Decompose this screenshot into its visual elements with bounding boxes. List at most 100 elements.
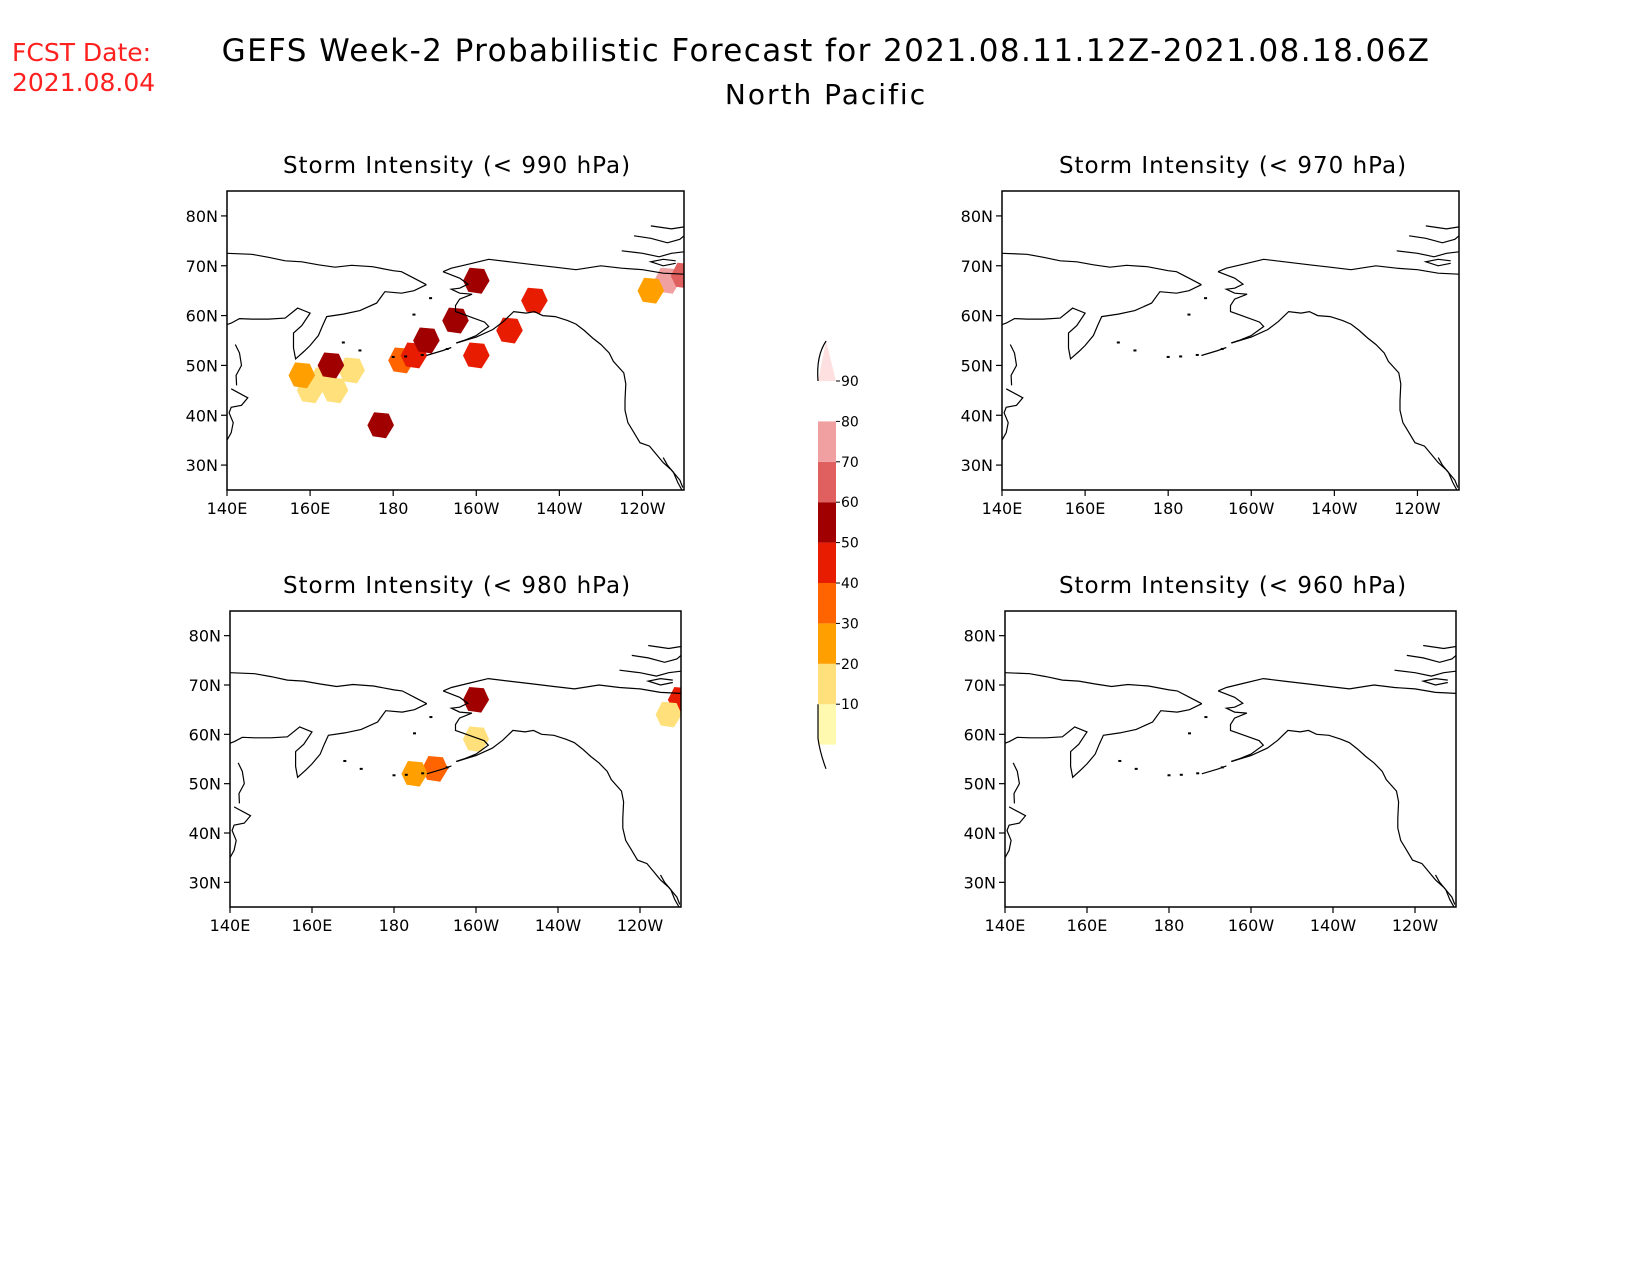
fcst-date-label: FCST Date:: [12, 38, 151, 67]
coastline: [230, 806, 252, 858]
colorbar-label: 40: [841, 576, 859, 592]
lon-label: 160W: [453, 499, 500, 518]
island: [1133, 349, 1137, 352]
coastline: [230, 703, 428, 779]
panel-960-title: Storm Intensity (< 960 hPa): [1059, 573, 1407, 599]
probability-patch: [462, 687, 490, 713]
island: [358, 349, 362, 352]
coastline: [442, 258, 684, 275]
coastline: [1423, 258, 1451, 267]
colorbar-bin: [818, 502, 836, 543]
coastline: [1420, 677, 1448, 686]
probability-patch: [521, 287, 548, 314]
coastline: [1434, 874, 1455, 907]
lon-label: 160W: [1228, 499, 1275, 518]
island: [1220, 347, 1224, 350]
map-panel-970: 80N 70N 60N 50N 40N 30N 140E 160E 180 160W 140W 120…: [961, 190, 1460, 518]
probability-patch: [463, 267, 490, 294]
island: [1166, 355, 1170, 358]
lon-label: 140E: [207, 499, 248, 518]
coastline: [1231, 729, 1456, 905]
island: [392, 774, 396, 777]
lon-label: 180: [378, 499, 409, 518]
lat-label: 50N: [964, 775, 996, 794]
island: [391, 355, 395, 358]
lat-label: 40N: [189, 824, 221, 843]
probability-patch: [317, 352, 345, 379]
island: [429, 716, 433, 719]
lon-label: 160E: [292, 916, 333, 935]
colorbar-label: 30: [841, 616, 859, 632]
lon-label: 180: [1153, 499, 1184, 518]
coastline: [1217, 258, 1459, 275]
island: [1195, 353, 1199, 356]
colorbar-bin: [818, 542, 836, 583]
coastline: [1002, 388, 1024, 441]
lat-label: 40N: [186, 406, 218, 425]
lat-label: 60N: [964, 725, 996, 744]
probability-patch: [637, 277, 665, 304]
lon-label: 120W: [1394, 499, 1441, 518]
coastline: [621, 250, 684, 258]
island: [421, 772, 425, 775]
colorbar-top-edge: [817, 340, 827, 382]
island: [1204, 716, 1208, 719]
coastline: [645, 677, 673, 686]
colorbar-bin: [818, 623, 836, 664]
lon-label: 140W: [536, 499, 583, 518]
coastline: [227, 284, 427, 361]
coastline: [1217, 271, 1265, 344]
lon-label: 120W: [619, 499, 666, 518]
coastline: [1437, 457, 1458, 490]
coastline: [230, 672, 428, 705]
island: [343, 759, 347, 762]
lon-label: 120W: [617, 916, 664, 935]
fcst-date-value: 2021.08.04: [12, 68, 155, 97]
lat-label: 30N: [964, 873, 996, 892]
lon-label: 180: [1154, 916, 1185, 935]
island: [1167, 774, 1171, 777]
panel-970-title: Storm Intensity (< 970 hPa): [1059, 153, 1407, 179]
lat-label: 80N: [186, 207, 218, 226]
lat-label: 50N: [961, 356, 993, 375]
map-frame: [1004, 610, 1457, 908]
colorbar-label: 20: [841, 657, 859, 673]
island: [1188, 732, 1191, 735]
coastline: [1009, 344, 1018, 386]
map-background: [1002, 191, 1459, 490]
coastline: [650, 225, 684, 230]
probability-patch: [338, 357, 365, 384]
lat-label: 30N: [189, 873, 221, 892]
coastline: [1409, 235, 1459, 244]
lon-label: 140E: [982, 499, 1023, 518]
lon-label: 160E: [1067, 916, 1108, 935]
colorbar-bin: [818, 421, 836, 462]
probability-patch: [367, 412, 394, 439]
page-subtitle: North Pacific: [725, 78, 927, 111]
map-background: [1005, 611, 1456, 907]
lat-label: 70N: [189, 676, 221, 695]
lat-label: 60N: [186, 307, 218, 326]
panel-990-title: Storm Intensity (< 990 hPa): [283, 153, 631, 179]
coastline: [1406, 654, 1456, 663]
coastline: [648, 258, 676, 267]
coastline: [1005, 806, 1027, 858]
island: [1116, 341, 1120, 344]
island: [1220, 766, 1224, 769]
coastline: [1396, 250, 1459, 258]
colorbar: 10 20 30 40 50 60 70 80 90: [817, 340, 859, 770]
colorbar-label: 70: [841, 455, 859, 471]
coastline: [456, 310, 684, 488]
lat-label: 70N: [186, 257, 218, 276]
coastline: [634, 235, 684, 244]
island: [1204, 297, 1208, 300]
coastline: [442, 271, 490, 344]
page-title: GEFS Week-2 Probabilistic Forecast for 2…: [222, 33, 1431, 69]
coastline: [619, 669, 681, 677]
lat-label: 80N: [961, 207, 993, 226]
island: [341, 341, 345, 344]
map-background: [230, 611, 681, 907]
lat-label: 50N: [186, 356, 218, 375]
coastline: [1423, 644, 1456, 650]
